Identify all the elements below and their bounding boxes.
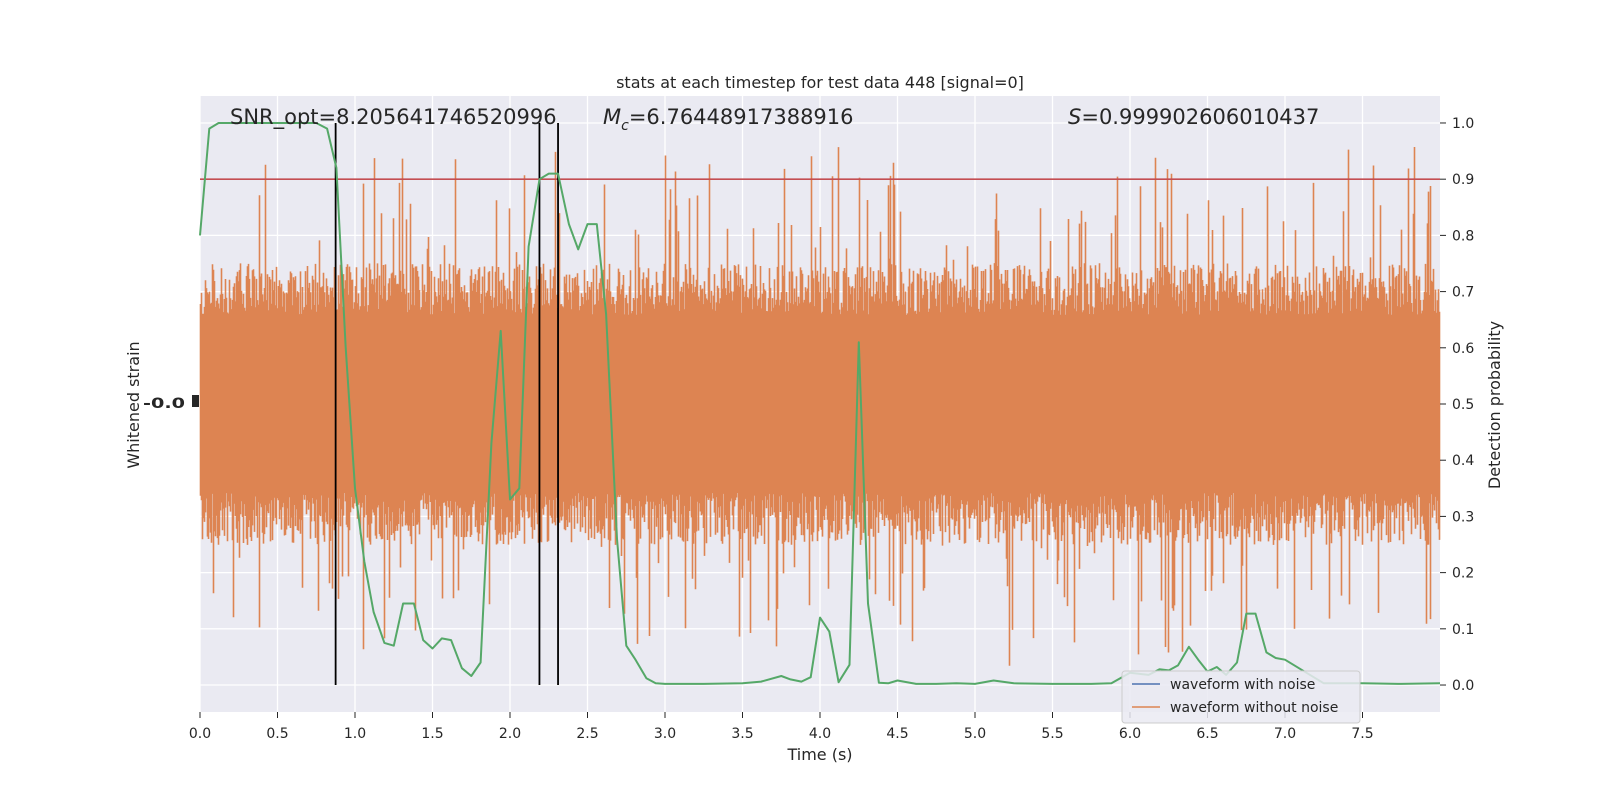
vertical-markers (334, 122, 559, 686)
x-tick-label: 6.0 (1119, 726, 1141, 742)
y-tick-label: 0.4 (1452, 453, 1474, 469)
left-axis-tick-mark (192, 395, 199, 407)
x-tick-label: 3.5 (731, 726, 753, 742)
legend: waveform with noise waveform without noi… (1121, 670, 1361, 724)
x-tick-label: 1.5 (421, 726, 443, 742)
legend-label-waveform-with-noise: waveform with noise (1170, 677, 1315, 693)
y-tick-label: 0.9 (1452, 172, 1474, 188)
left-axis-label: Whitened strain (124, 341, 143, 468)
y-tick-label: 0.5 (1452, 397, 1474, 413)
x-tick-label: 0.0 (189, 726, 211, 742)
x-tick-label: 2.0 (499, 726, 521, 742)
x-tick-label: 5.5 (1041, 726, 1063, 742)
strain-band (199, 147, 1441, 666)
y-tick-label: 0.0 (1452, 678, 1474, 694)
left-axis-tick-label: -0.0 (143, 396, 185, 412)
annotation-s: S=0.999902606010437 (1068, 105, 1319, 129)
annotation-snr: SNR_opt=8.205641746520996 (230, 105, 557, 130)
annotation-s-symbol: S (1068, 105, 1081, 129)
legend-box (1121, 670, 1361, 724)
y-tick-label: 0.8 (1452, 228, 1474, 244)
x-tick-label: 4.0 (809, 726, 831, 742)
right-axis-label: Detection probability (1485, 321, 1504, 489)
right-axis-ticks: 0.0 0.1 0.2 0.3 0.4 0.5 0.6 0.7 0.8 0.9 1.0 (1440, 116, 1474, 694)
annotation-mc: Mc=6.76448917388916 (603, 105, 854, 134)
detection-probability-layer (199, 122, 1441, 685)
x-tick-label: 2.5 (576, 726, 598, 742)
detection-probability-line (199, 122, 1441, 685)
annotation-mc-symbol: M (603, 105, 621, 129)
y-tick-label: 1.0 (1452, 116, 1474, 132)
x-tick-label: 6.5 (1196, 726, 1218, 742)
left-axis-tick-labels: -0.0 (143, 395, 199, 412)
x-axis-label: Time (s) (786, 745, 852, 764)
strain-waveform-without-noise (199, 147, 1441, 666)
y-tick-label: 0.3 (1452, 509, 1474, 525)
annotation-mc-subscript: c (621, 118, 629, 134)
x-tick-label: 7.0 (1274, 726, 1296, 742)
x-tick-label: 5.0 (964, 726, 986, 742)
annotation-s-value: =0.999902606010437 (1081, 105, 1319, 129)
legend-label-waveform-without-noise: waveform without noise (1170, 700, 1338, 716)
x-tick-label: 1.0 (344, 726, 366, 742)
y-tick-label: 0.6 (1452, 341, 1474, 357)
x-axis-ticks: 0.0 0.5 1.0 1.5 2.0 2.5 3.0 3.5 4.0 4.5 5.0 5.5 6.0 6… (189, 712, 1374, 742)
chart-title: stats at each timestep for test data 448… (616, 73, 1024, 92)
y-tick-label: 0.1 (1452, 622, 1474, 638)
x-tick-label: 3.0 (654, 726, 676, 742)
x-tick-label: 4.5 (886, 726, 908, 742)
x-tick-label: 7.5 (1351, 726, 1373, 742)
y-tick-label: 0.7 (1452, 285, 1474, 301)
y-tick-label: 0.2 (1452, 566, 1474, 582)
annotation-mc-value: =6.76448917388916 (629, 105, 854, 129)
x-tick-label: 0.5 (266, 726, 288, 742)
